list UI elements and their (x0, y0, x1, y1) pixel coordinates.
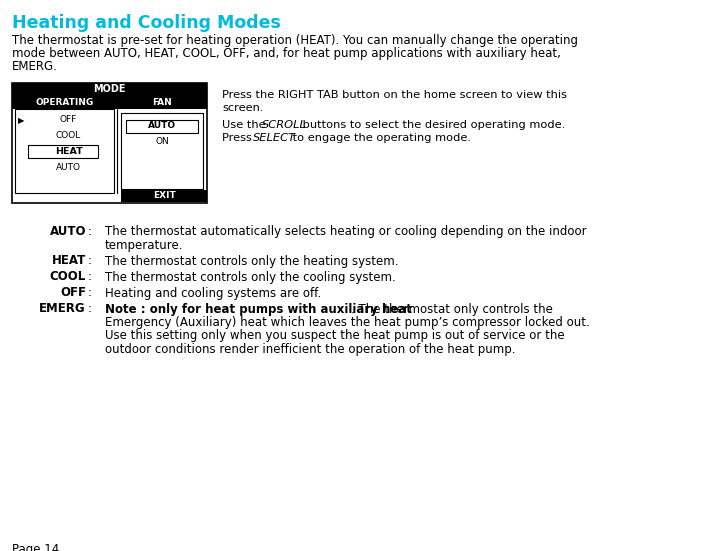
Text: The thermostat controls only the cooling system.: The thermostat controls only the cooling… (105, 271, 396, 284)
Bar (12, 96, 117, 109)
Text: . The thermostat only controls the: . The thermostat only controls the (351, 302, 553, 316)
Text: AUTO: AUTO (56, 164, 81, 172)
Text: HEAT: HEAT (52, 255, 86, 267)
Text: SELECT: SELECT (253, 133, 296, 143)
Bar (121, 113, 203, 189)
Bar (126, 120, 198, 133)
Text: :: : (88, 302, 92, 316)
Text: EXIT: EXIT (153, 192, 175, 201)
Text: COOL: COOL (49, 271, 86, 284)
Text: Note : only for heat pumps with auxiliary heat: Note : only for heat pumps with auxiliar… (105, 302, 412, 316)
Text: Heating and cooling systems are off.: Heating and cooling systems are off. (105, 287, 321, 300)
Text: OFF: OFF (60, 116, 77, 125)
Text: Press the RIGHT TAB button on the home screen to view this: Press the RIGHT TAB button on the home s… (222, 90, 567, 100)
Bar (15, 109, 114, 193)
Bar (121, 190, 207, 202)
Text: The thermostat automatically selects heating or cooling depending on the indoor: The thermostat automatically selects hea… (105, 225, 587, 238)
Bar (117, 96, 207, 109)
Text: FAN: FAN (152, 98, 172, 107)
Text: HEAT: HEAT (54, 148, 83, 156)
Text: :: : (88, 271, 92, 284)
Text: SCROLL: SCROLL (262, 120, 307, 130)
Text: OPERATING: OPERATING (35, 98, 93, 107)
Text: ON: ON (155, 137, 169, 145)
Text: :: : (88, 287, 92, 300)
Text: Emergency (Auxiliary) heat which leaves the heat pump’s compressor locked out.: Emergency (Auxiliary) heat which leaves … (105, 316, 590, 329)
Text: The thermostat is pre-set for heating operation (HEAT). You can manually change : The thermostat is pre-set for heating op… (12, 34, 578, 47)
Text: Press: Press (222, 133, 255, 143)
Text: AUTO: AUTO (148, 122, 176, 131)
Text: The thermostat controls only the heating system.: The thermostat controls only the heating… (105, 255, 399, 267)
Text: AUTO: AUTO (49, 225, 86, 238)
Text: COOL: COOL (56, 132, 81, 141)
Text: :: : (88, 225, 92, 238)
Bar (28, 145, 98, 158)
Text: buttons to select the desired operating mode.: buttons to select the desired operating … (299, 120, 566, 130)
Text: Use the: Use the (222, 120, 269, 130)
Text: Page 14: Page 14 (12, 543, 59, 551)
Text: EMERG.: EMERG. (12, 60, 58, 73)
Text: to engage the operating mode.: to engage the operating mode. (289, 133, 471, 143)
Text: outdoor conditions render inefficient the operation of the heat pump.: outdoor conditions render inefficient th… (105, 343, 515, 356)
Bar (12, 83, 207, 203)
Text: mode between AUTO, HEAT, COOL, OFF, and, for heat pump applications with auxilia: mode between AUTO, HEAT, COOL, OFF, and,… (12, 47, 561, 60)
Text: Use this setting only when you suspect the heat pump is out of service or the: Use this setting only when you suspect t… (105, 329, 565, 343)
Text: Heating and Cooling Modes: Heating and Cooling Modes (12, 14, 281, 32)
Text: ▶: ▶ (18, 116, 25, 126)
Bar (12, 83, 207, 96)
Text: temperature.: temperature. (105, 239, 184, 251)
Text: MODE: MODE (93, 84, 126, 95)
Text: OFF: OFF (60, 287, 86, 300)
Text: screen.: screen. (222, 103, 264, 113)
Text: EMERG: EMERG (40, 302, 86, 316)
Text: :: : (88, 255, 92, 267)
